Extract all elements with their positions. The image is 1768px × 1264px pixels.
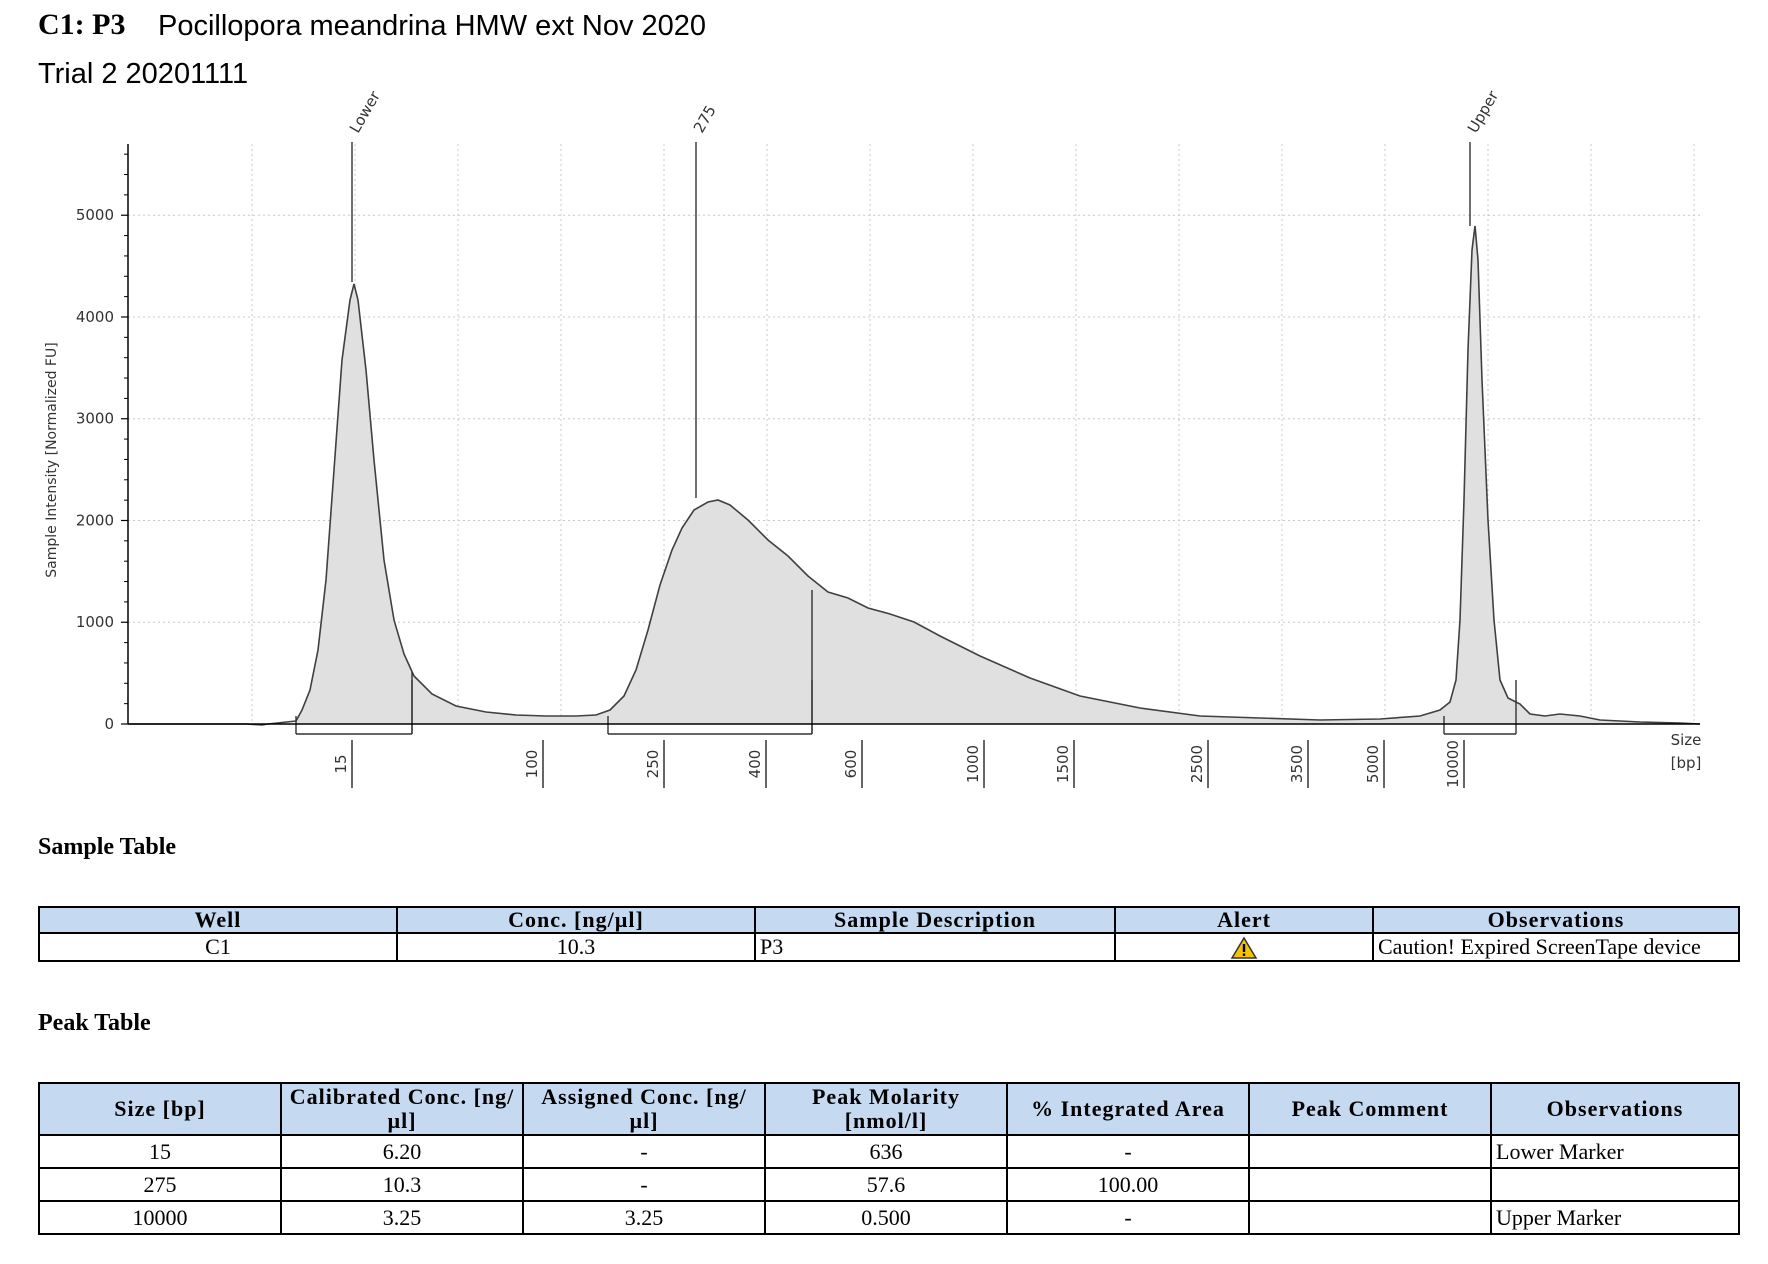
table-row: 10000 3.25 3.25 0.500 - Upper Marker bbox=[38, 1200, 1740, 1235]
peak-table: Size [bp] Calibrated Conc. [ng/µl] Assig… bbox=[38, 1082, 1740, 1235]
cell-calibrated-conc: 6.20 bbox=[280, 1134, 524, 1169]
cell-peak-comment bbox=[1248, 1134, 1492, 1169]
cell-assigned-conc: - bbox=[522, 1167, 766, 1202]
y-axis-label: Sample Intensity [Normalized FU] bbox=[44, 342, 60, 577]
peak-table-title: Peak Table bbox=[38, 1010, 151, 1036]
cell-observations: Lower Marker bbox=[1490, 1134, 1740, 1169]
x-tick-label: 5000 bbox=[1364, 745, 1382, 783]
cell-peak-comment bbox=[1248, 1200, 1492, 1235]
col-observations: Observations bbox=[1372, 906, 1740, 934]
cell-size: 15 bbox=[38, 1134, 282, 1169]
trace-area bbox=[296, 226, 1700, 724]
cell-well: C1 bbox=[38, 932, 398, 962]
y-tick-label: 3000 bbox=[76, 410, 114, 428]
y-tick-label: 5000 bbox=[76, 206, 114, 224]
x-tick-label: 600 bbox=[842, 750, 860, 779]
cell-peak-molarity: 0.500 bbox=[764, 1200, 1008, 1235]
cell-description: P3 bbox=[754, 932, 1116, 962]
cell-observations: Caution! Expired ScreenTape device bbox=[1372, 932, 1740, 962]
sample-title: Pocillopora meandrina HMW ext Nov 2020 bbox=[158, 10, 707, 42]
y-tick-label: 1000 bbox=[76, 613, 114, 631]
col-well: Well bbox=[38, 906, 398, 934]
electropherogram-chart: Lower 275 Upper 0 1000 2000 3000 4000 5000 15 100… bbox=[44, 87, 1702, 788]
sample-table: Well Conc. [ng/µl] Sample Description Al… bbox=[38, 906, 1740, 962]
col-observations: Observations bbox=[1490, 1082, 1740, 1136]
col-assigned-conc: Assigned Conc. [ng/µl] bbox=[522, 1082, 766, 1136]
x-axis-label-unit: [bp] bbox=[1671, 754, 1702, 772]
well-id: C1: P3 bbox=[38, 8, 126, 41]
col-integrated-area: % Integrated Area bbox=[1006, 1082, 1250, 1136]
col-peak-comment: Peak Comment bbox=[1248, 1082, 1492, 1136]
cell-peak-comment bbox=[1248, 1167, 1492, 1202]
warning-icon bbox=[1230, 936, 1258, 959]
grid-lines bbox=[128, 144, 1700, 724]
col-description: Sample Description bbox=[754, 906, 1116, 934]
col-calibrated-conc: Calibrated Conc. [ng/µl] bbox=[280, 1082, 524, 1136]
table-row: 15 6.20 - 636 - Lower Marker bbox=[38, 1134, 1740, 1169]
sample-table-header: Well Conc. [ng/µl] Sample Description Al… bbox=[38, 906, 1740, 934]
x-tick-label: 100 bbox=[523, 750, 541, 779]
col-conc: Conc. [ng/µl] bbox=[396, 906, 756, 934]
peak-label: Upper bbox=[1464, 87, 1503, 136]
cell-assigned-conc: - bbox=[522, 1134, 766, 1169]
x-axis-label-size: Size bbox=[1671, 731, 1702, 749]
table-row: 275 10.3 - 57.6 100.00 bbox=[38, 1167, 1740, 1202]
peak-label: 275 bbox=[690, 102, 720, 136]
cell-calibrated-conc: 3.25 bbox=[280, 1200, 524, 1235]
y-tick-label: 2000 bbox=[76, 511, 114, 529]
cell-peak-molarity: 636 bbox=[764, 1134, 1008, 1169]
y-tick-label: 4000 bbox=[76, 308, 114, 326]
cell-conc: 10.3 bbox=[396, 932, 756, 962]
col-alert: Alert bbox=[1114, 906, 1374, 934]
x-tick-label: 1000 bbox=[964, 745, 982, 783]
cell-integrated-area: 100.00 bbox=[1006, 1167, 1250, 1202]
axes: 0 1000 2000 3000 4000 5000 15 100 250 400 600 1000 1… bbox=[76, 144, 1700, 788]
cell-observations: Upper Marker bbox=[1490, 1200, 1740, 1235]
col-size: Size [bp] bbox=[38, 1082, 282, 1136]
x-tick-label: 400 bbox=[746, 750, 764, 779]
x-tick-label: 250 bbox=[644, 750, 662, 779]
cell-size: 10000 bbox=[38, 1200, 282, 1235]
cell-integrated-area: - bbox=[1006, 1134, 1250, 1169]
x-tick-label: 3500 bbox=[1288, 745, 1306, 783]
x-tick-label: 1500 bbox=[1054, 745, 1072, 783]
sample-subtitle: Trial 2 20201111 bbox=[38, 58, 249, 90]
sample-table-title: Sample Table bbox=[38, 834, 177, 860]
x-tick-label: 2500 bbox=[1188, 745, 1206, 783]
peak-table-header: Size [bp] Calibrated Conc. [ng/µl] Assig… bbox=[38, 1082, 1740, 1136]
x-tick-label: 15 bbox=[332, 754, 350, 773]
cell-assigned-conc: 3.25 bbox=[522, 1200, 766, 1235]
cell-integrated-area: - bbox=[1006, 1200, 1250, 1235]
trace-line bbox=[128, 225, 1701, 726]
cell-peak-molarity: 57.6 bbox=[764, 1167, 1008, 1202]
y-tick-label: 0 bbox=[104, 715, 114, 733]
table-row: C1 10.3 P3 Caution! Expired ScreenTape d… bbox=[38, 932, 1740, 962]
x-tick-label: 10000 bbox=[1444, 740, 1462, 788]
cell-observations bbox=[1490, 1167, 1740, 1202]
peak-label: Lower bbox=[346, 87, 384, 136]
cell-size: 275 bbox=[38, 1167, 282, 1202]
col-peak-molarity: Peak Molarity [nmol/l] bbox=[764, 1082, 1008, 1136]
cell-alert bbox=[1114, 932, 1374, 962]
cell-calibrated-conc: 10.3 bbox=[280, 1167, 524, 1202]
